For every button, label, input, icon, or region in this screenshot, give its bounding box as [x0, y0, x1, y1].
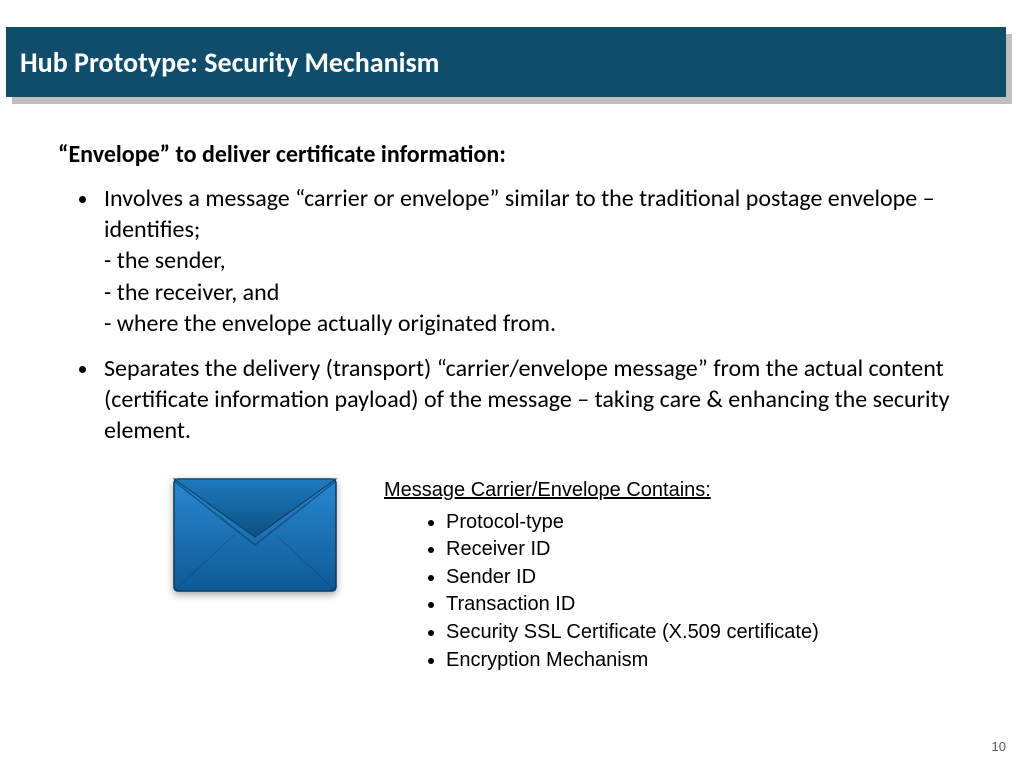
bullet-text: Separates the delivery (transport) “carr…: [104, 354, 949, 445]
carrier-list: Protocol-type Receiver ID Sender ID Tran…: [384, 509, 819, 675]
bullet-text: Involves a message “carrier or envelope”…: [104, 184, 935, 338]
carrier-heading: Message Carrier/Envelope Contains:: [384, 477, 819, 505]
carrier-item: Encryption Mechanism: [446, 647, 819, 675]
content-area: “Envelope” to deliver certificate inform…: [58, 140, 978, 461]
title-bar: Hub Prototype: Security Mechanism: [6, 27, 1006, 97]
carrier-item: Transaction ID: [446, 591, 819, 619]
carrier-item: Sender ID: [446, 564, 819, 592]
lower-section: Message Carrier/Envelope Contains: Proto…: [170, 475, 819, 674]
carrier-item: Security SSL Certificate (X.509 certific…: [446, 619, 819, 647]
envelope-icon: [170, 475, 340, 595]
content-heading: “Envelope” to deliver certificate inform…: [58, 140, 978, 169]
carrier-block: Message Carrier/Envelope Contains: Proto…: [384, 475, 819, 674]
carrier-item: Receiver ID: [446, 536, 819, 564]
carrier-item: Protocol-type: [446, 509, 819, 537]
slide-title: Hub Prototype: Security Mechanism: [20, 45, 439, 80]
main-bullet-list: Involves a message “carrier or envelope”…: [58, 183, 978, 447]
bullet-item: Separates the delivery (transport) “carr…: [100, 353, 978, 447]
bullet-item: Involves a message “carrier or envelope”…: [100, 183, 978, 339]
page-number: 10: [992, 739, 1006, 754]
